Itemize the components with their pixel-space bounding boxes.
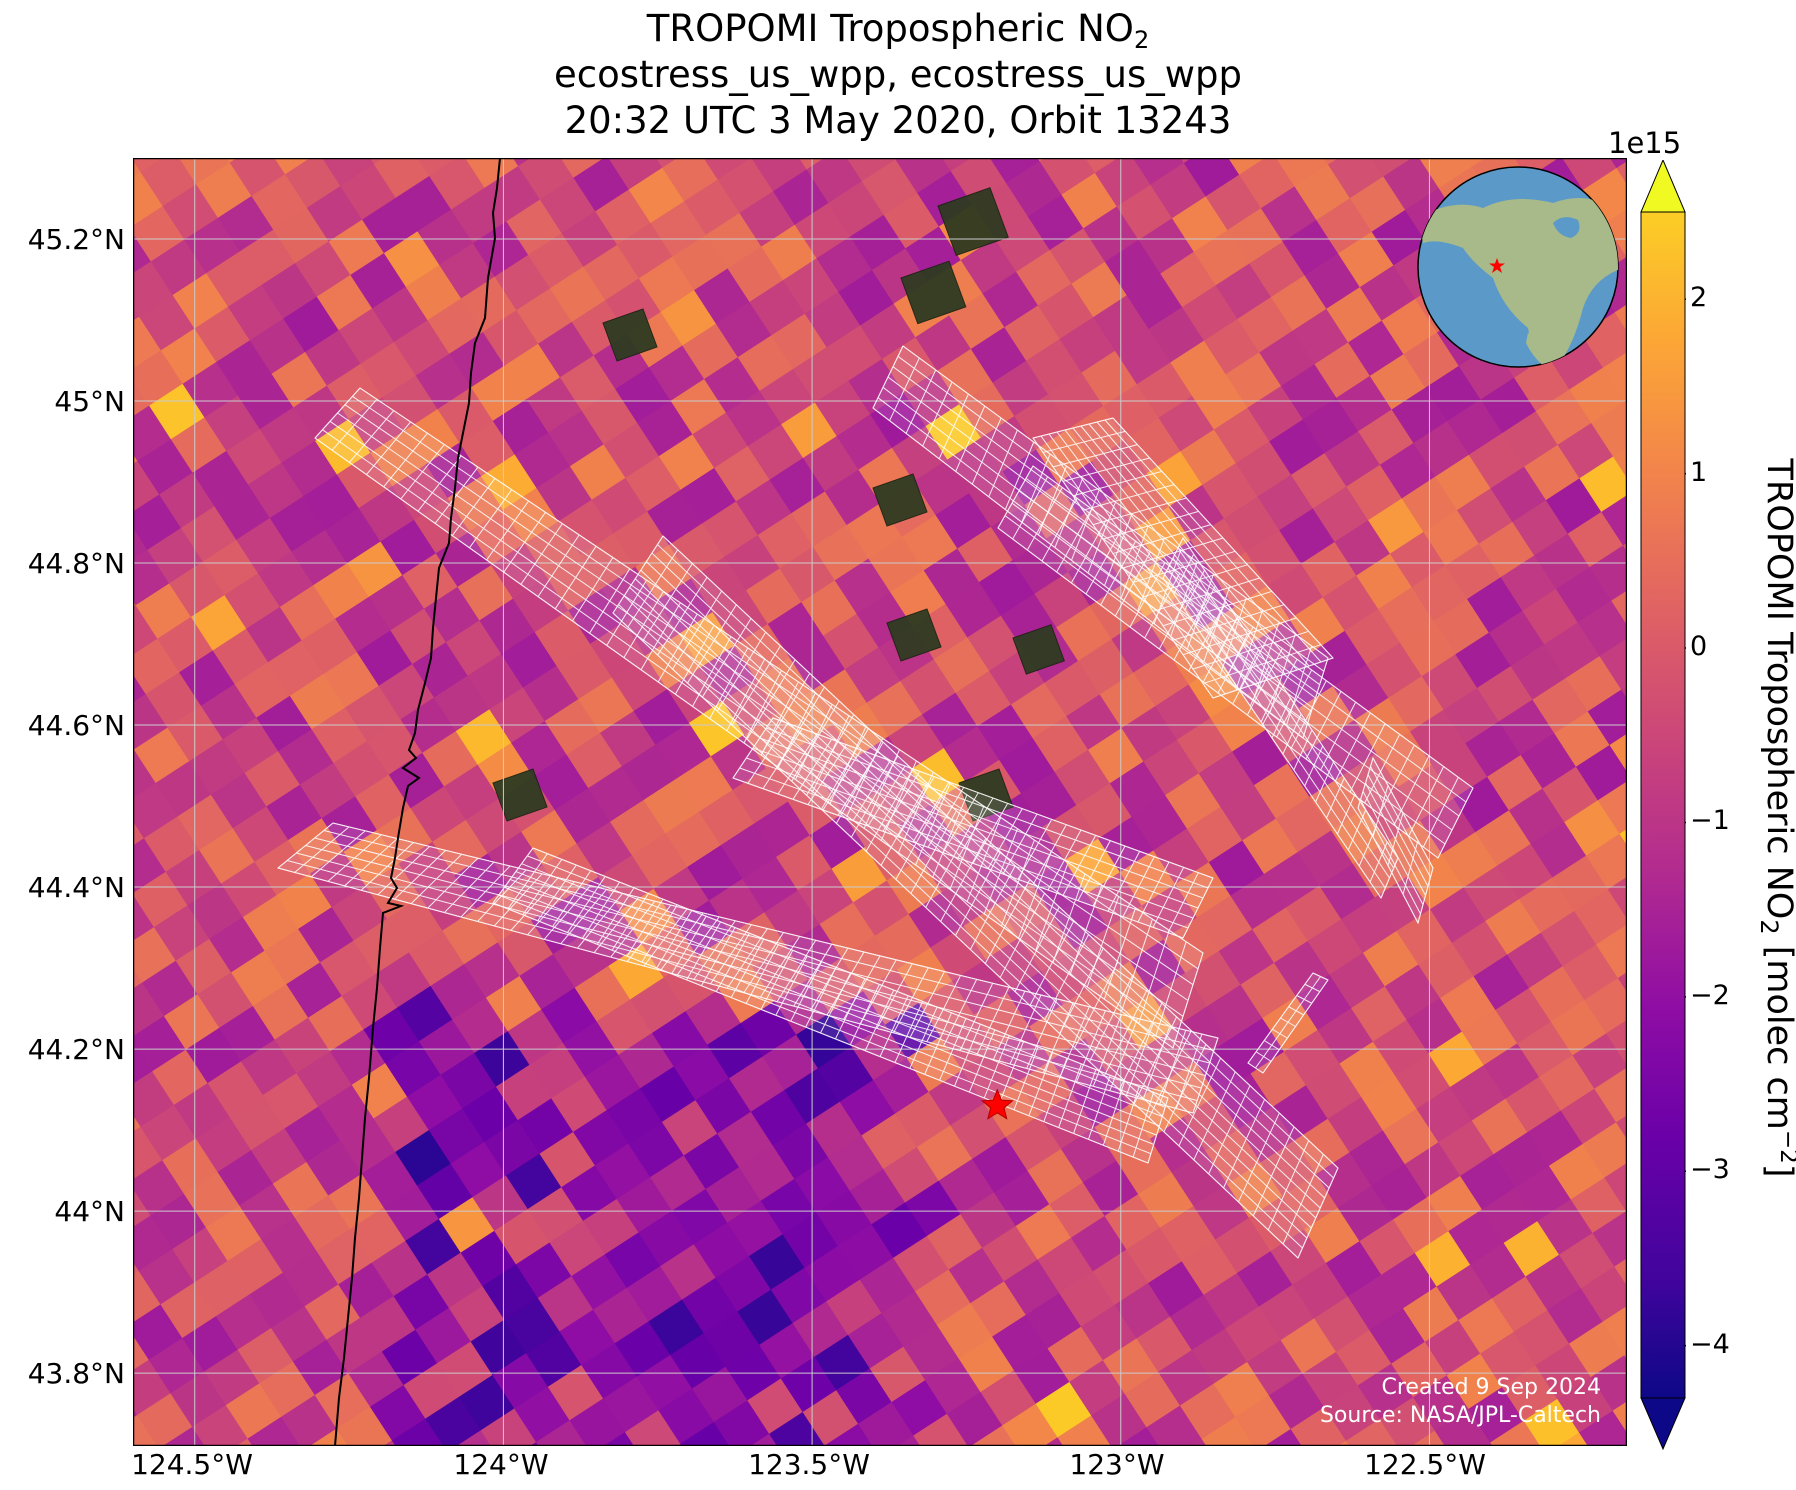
colorbar-tick-label: −4 — [1690, 1328, 1730, 1360]
map-panel[interactable] — [133, 158, 1627, 1446]
ecostress-footprint-grids — [276, 345, 1474, 1259]
lon-tick-label: 122.5°W — [1364, 1448, 1486, 1481]
colorbar-tick-label: −3 — [1690, 1154, 1730, 1186]
lat-tick-label: 44.6°N — [27, 709, 125, 742]
site-location-marker — [980, 1088, 1014, 1120]
lon-tick-label: 124.5°W — [131, 1448, 253, 1481]
lat-tick-label: 44.4°N — [27, 871, 125, 904]
lat-tick-label: 43.8°N — [27, 1357, 125, 1390]
colorbar-tick-label: 1 — [1690, 456, 1708, 488]
colorbar-extend-max — [1640, 160, 1686, 213]
colorbar-label: TROPOMI Tropospheric NO2 [molec cm−2] — [1755, 458, 1796, 1178]
colorbar-tick-label: −1 — [1690, 805, 1730, 837]
colorbar-tick-label: 2 — [1690, 282, 1708, 314]
lon-tick-label: 123.5°W — [748, 1448, 870, 1481]
colorbar-exponent: 1e15 — [1608, 126, 1682, 160]
colorbar — [1640, 160, 1686, 1450]
chart-subtitle-orbit: 20:32 UTC 3 May 2020, Orbit 13243 — [564, 99, 1232, 142]
lat-tick-label: 45°N — [54, 385, 125, 418]
colorbar-tick-label: 0 — [1690, 631, 1708, 663]
globe-location-marker — [1489, 258, 1505, 273]
colorbar-tick-label: −2 — [1690, 979, 1730, 1011]
chart-subtitle-sites: ecostress_us_wpp, ecostress_us_wpp — [554, 53, 1242, 96]
map-frame — [133, 158, 1627, 1446]
lat-tick-label: 44.2°N — [27, 1033, 125, 1066]
coastline — [334, 158, 501, 1446]
satellite-image-patches — [492, 187, 1065, 822]
lat-tick-label: 45.2°N — [27, 223, 125, 256]
lat-tick-label: 44.8°N — [27, 547, 125, 580]
globe-locator-inset — [1417, 166, 1619, 368]
created-date: Created 9 Sep 2024 — [1381, 1375, 1602, 1400]
credit-block: Created 9 Sep 2024 Source: NASA/JPL-Calt… — [1320, 1374, 1601, 1430]
lat-tick-label: 44°N — [54, 1195, 125, 1228]
no2-pixel-layer — [133, 158, 1627, 1446]
lon-tick-label: 123°W — [1069, 1448, 1165, 1481]
colorbar-extend-min — [1640, 1397, 1686, 1450]
source-credit: Source: NASA/JPL-Caltech — [1319, 1403, 1601, 1428]
chart-title: TROPOMI Tropospheric NO2 — [646, 7, 1150, 54]
graticule-gridlines — [133, 158, 1627, 1446]
lon-tick-label: 124°W — [453, 1448, 549, 1481]
